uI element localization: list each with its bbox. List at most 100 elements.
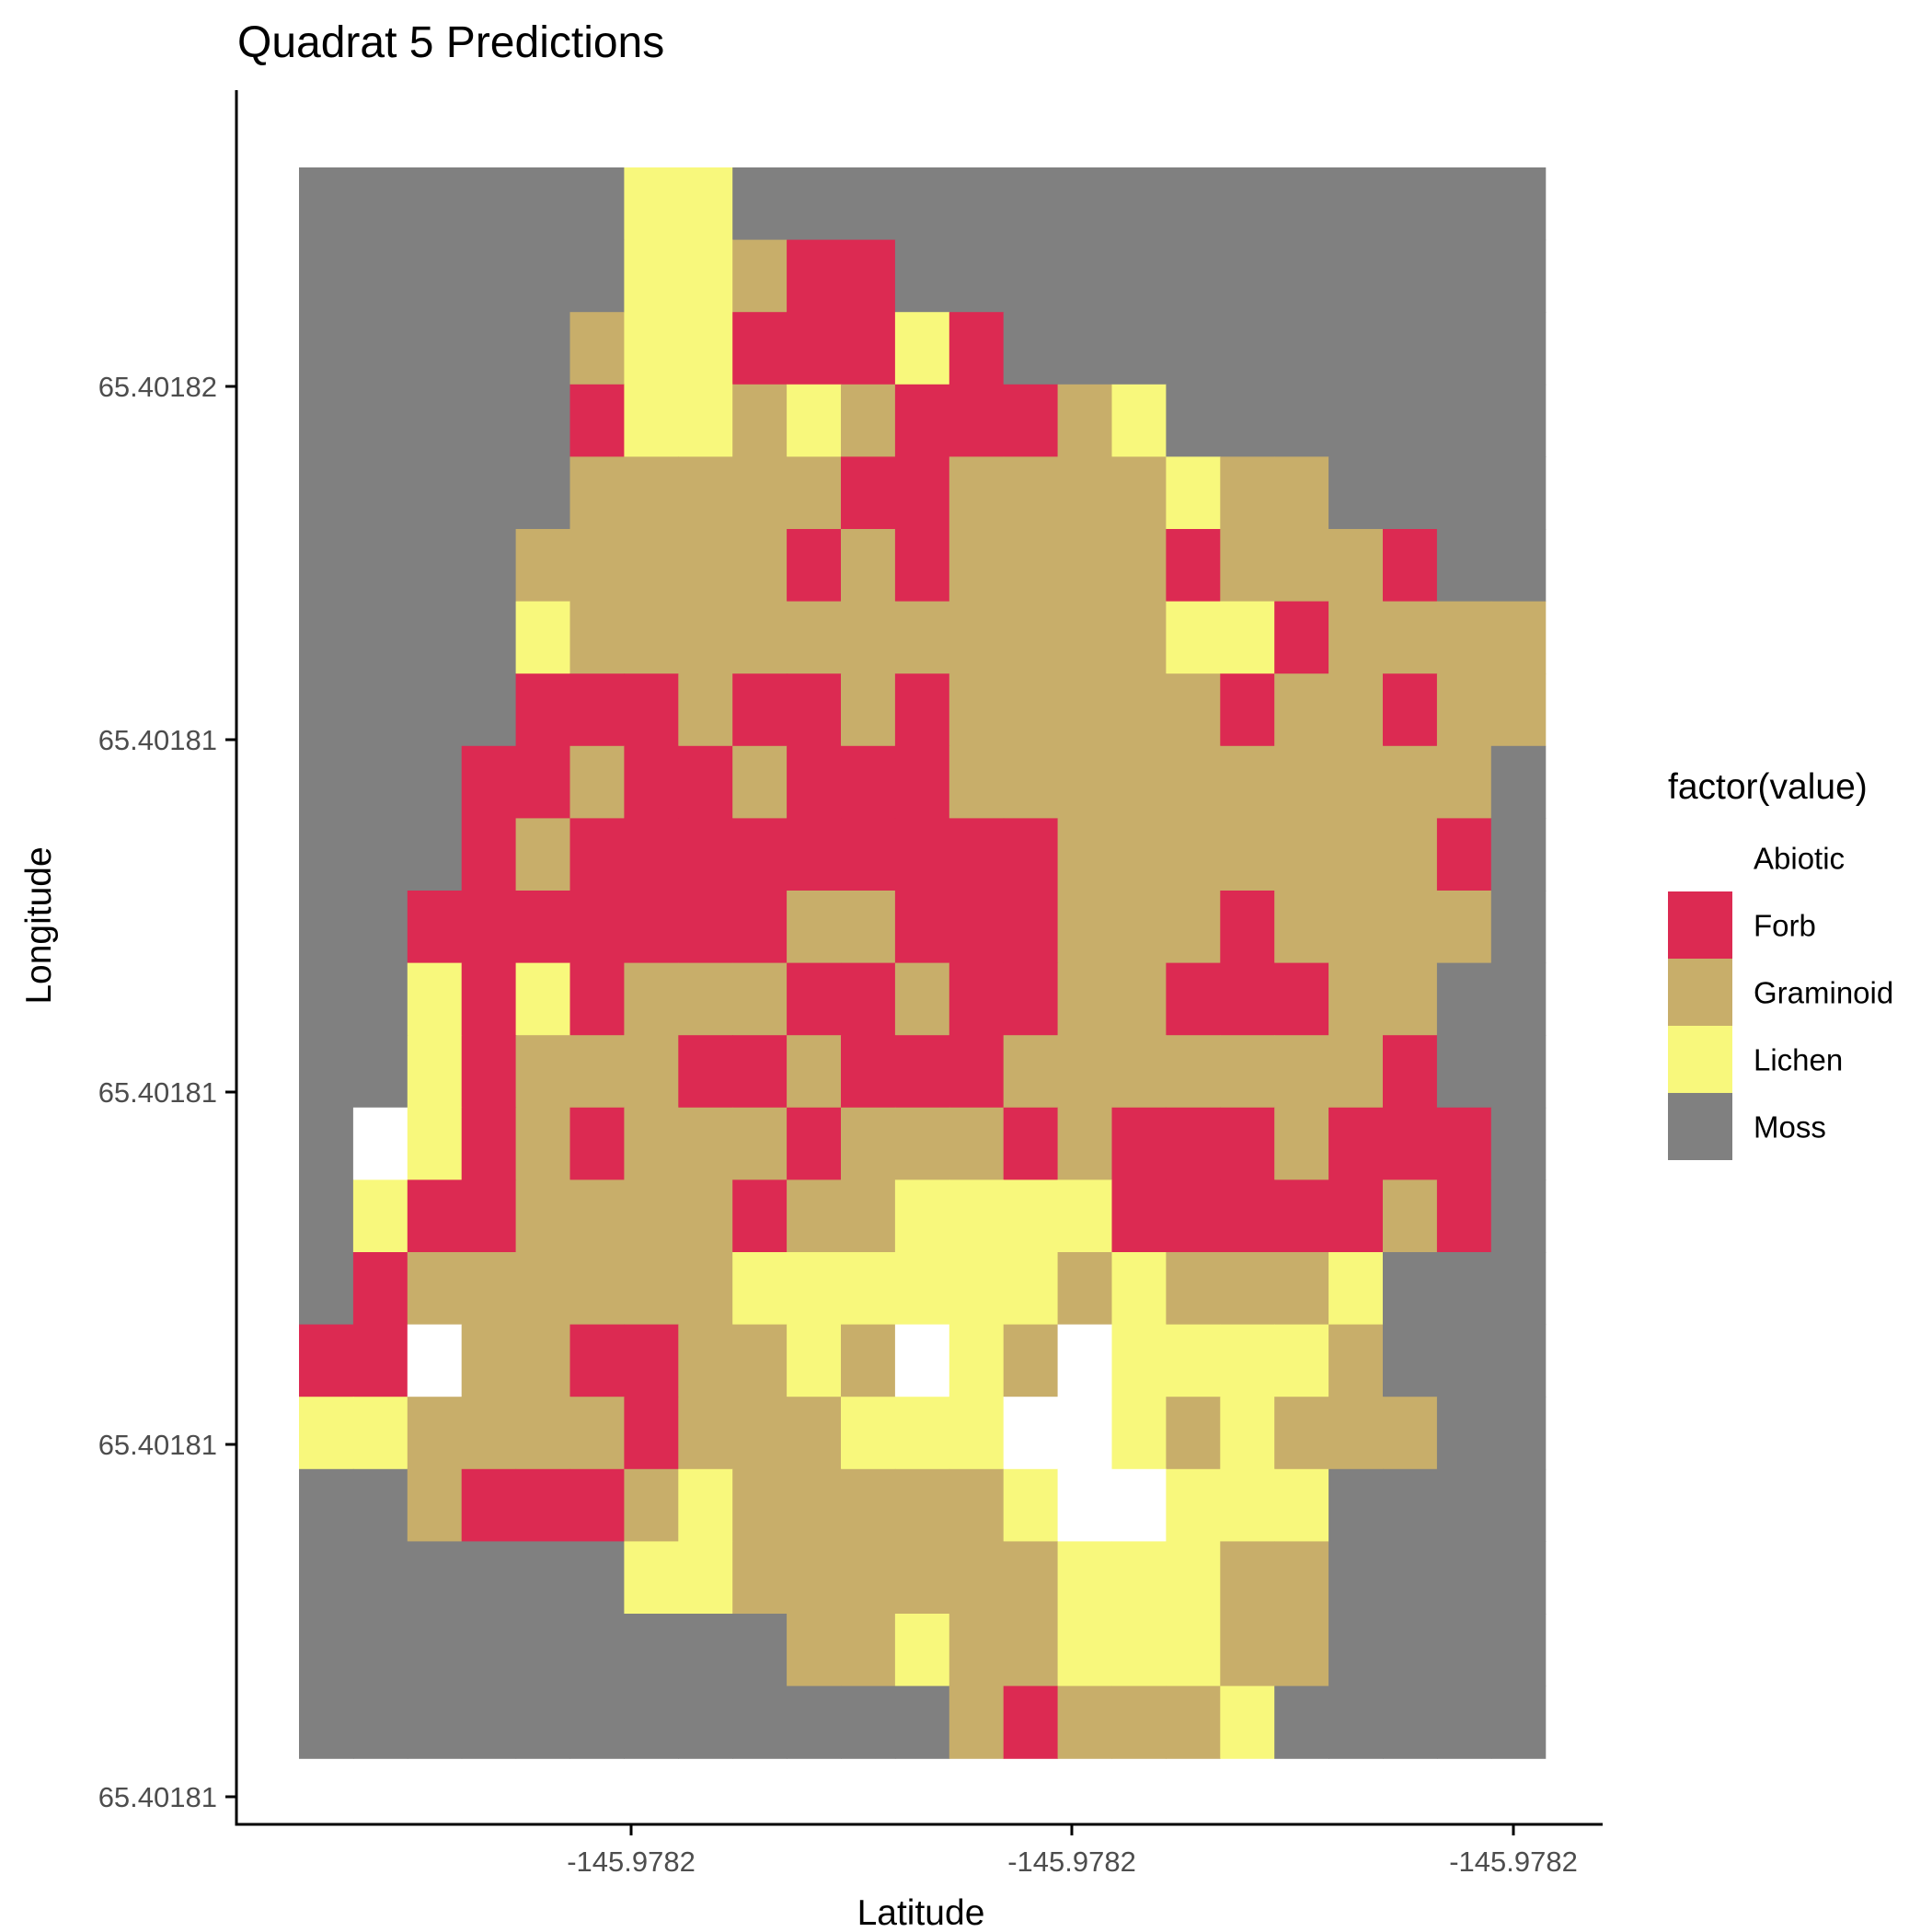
heatmap-cell-moss: [407, 601, 463, 674]
heatmap-cell-moss: [1436, 1397, 1492, 1470]
heatmap-cell-forb: [1220, 962, 1275, 1036]
heatmap-cell-lichen: [1220, 1324, 1275, 1397]
heatmap-cell-forb: [515, 745, 571, 819]
heatmap-cell-moss: [1111, 167, 1167, 241]
heatmap-cell-lichen: [624, 1541, 679, 1615]
heatmap-cell-moss: [515, 1541, 571, 1615]
heatmap-cell-graminoid: [1057, 962, 1113, 1036]
heatmap-cell-moss: [1436, 1324, 1492, 1397]
heatmap-cell-lichen: [1328, 1252, 1384, 1326]
heatmap-cell-forb: [678, 818, 733, 891]
heatmap-cell-lichen: [624, 167, 679, 241]
heatmap-cell-graminoid: [787, 891, 842, 964]
heatmap-cell-lichen: [894, 1179, 950, 1253]
heatmap-cell-moss: [352, 1614, 408, 1687]
heatmap-cell-graminoid: [894, 1468, 950, 1542]
heatmap-cell-abiotic: [894, 1324, 950, 1397]
heatmap-cell-moss: [1490, 384, 1547, 457]
heatmap-cell-forb: [407, 1179, 463, 1253]
heatmap-cell-moss: [461, 1685, 517, 1759]
heatmap-cell-forb: [732, 891, 788, 964]
heatmap-cell-graminoid: [461, 1252, 517, 1326]
heatmap-cell-lichen: [678, 312, 733, 385]
heatmap-cell-forb: [624, 891, 679, 964]
heatmap-cell-graminoid: [1057, 745, 1113, 819]
heatmap-cell-moss: [407, 673, 463, 747]
heatmap-cell-moss: [1490, 529, 1547, 603]
y-tick-label: 65.40181: [98, 1076, 217, 1109]
heatmap-cell-graminoid: [894, 962, 950, 1036]
heatmap-cell-graminoid: [841, 529, 896, 603]
heatmap-cell-graminoid: [678, 1107, 733, 1180]
heatmap-cell-graminoid: [1166, 673, 1221, 747]
heatmap-cell-graminoid: [787, 601, 842, 674]
heatmap-cell-moss: [461, 529, 517, 603]
heatmap-cell-moss: [1220, 384, 1275, 457]
heatmap-cell-graminoid: [1220, 1252, 1275, 1326]
heatmap-cell-graminoid: [1220, 1035, 1275, 1109]
heatmap-cell-forb: [1111, 1107, 1167, 1180]
heatmap-cell-abiotic: [407, 1324, 463, 1397]
x-axis-title: Latitude: [857, 1893, 985, 1932]
heatmap-cell-moss: [461, 1541, 517, 1615]
heatmap-cell-moss: [1003, 312, 1059, 385]
heatmap-cell-lichen: [407, 1107, 463, 1180]
heatmap-cell-lichen: [1111, 1614, 1167, 1687]
heatmap-cell-lichen: [1111, 1541, 1167, 1615]
heatmap-cell-forb: [1328, 1107, 1384, 1180]
heatmap-cell-moss: [407, 529, 463, 603]
heatmap-cell-moss: [1328, 312, 1384, 385]
heatmap-cell-graminoid: [1490, 601, 1547, 674]
heatmap-cell-graminoid: [1166, 1685, 1221, 1759]
heatmap-cell-moss: [299, 962, 354, 1036]
heatmap-cell-graminoid: [1220, 529, 1275, 603]
heatmap-cell-forb: [841, 456, 896, 530]
heatmap-cell-forb: [624, 818, 679, 891]
heatmap-cell-graminoid: [624, 1252, 679, 1326]
heatmap-cell-abiotic: [1057, 1468, 1113, 1542]
heatmap-cell-moss: [352, 1685, 408, 1759]
heatmap-cell-graminoid: [1003, 1035, 1059, 1109]
heatmap-cell-graminoid: [732, 1324, 788, 1397]
heatmap-cell-moss: [407, 818, 463, 891]
heatmap-cell-moss: [352, 529, 408, 603]
heatmap-cell-lichen: [407, 1035, 463, 1109]
heatmap-cell-forb: [949, 1035, 1005, 1109]
heatmap-cell-moss: [787, 167, 842, 241]
heatmap-cell-moss: [299, 167, 354, 241]
heatmap-cell-graminoid: [1057, 1035, 1113, 1109]
heatmap-cell-moss: [1436, 1685, 1492, 1759]
heatmap-cell-forb: [841, 962, 896, 1036]
heatmap-cell-graminoid: [1383, 1397, 1438, 1470]
heatmap-cell-moss: [352, 673, 408, 747]
heatmap-cell-lichen: [1220, 601, 1275, 674]
axis-ticks: 65.40182 65.40181 65.40181 65.40181 65.40181…: [98, 371, 1578, 1878]
heatmap-cell-forb: [461, 891, 517, 964]
heatmap-cell-graminoid: [1111, 673, 1167, 747]
heatmap-cell-moss: [299, 1468, 354, 1542]
heatmap-cell-moss: [299, 1685, 354, 1759]
heatmap-cell-moss: [1057, 239, 1113, 313]
heatmap-cell-forb: [1220, 1107, 1275, 1180]
heatmap-cell-graminoid: [624, 456, 679, 530]
heatmap-cell-moss: [1383, 384, 1438, 457]
heatmap-cell-graminoid: [624, 1035, 679, 1109]
heatmap-cell-graminoid: [569, 745, 625, 819]
heatmap-cell-moss: [1383, 1252, 1438, 1326]
heatmap-cell-moss: [299, 891, 354, 964]
heatmap-cell-graminoid: [624, 601, 679, 674]
heatmap-cell-forb: [461, 1468, 517, 1542]
heatmap-cell-forb: [1166, 962, 1221, 1036]
heatmap-cell-graminoid: [515, 1107, 571, 1180]
heatmap-cell-graminoid: [678, 962, 733, 1036]
y-tick-label: 65.40181: [98, 724, 217, 756]
heatmap-cell-graminoid: [678, 1252, 733, 1326]
heatmap-cell-moss: [1490, 962, 1547, 1036]
heatmap-cell-graminoid: [678, 1324, 733, 1397]
heatmap-cell-moss: [299, 529, 354, 603]
heatmap-cell-abiotic: [1003, 1397, 1059, 1470]
heatmap-cell-graminoid: [841, 1541, 896, 1615]
heatmap-cell-graminoid: [894, 601, 950, 674]
heatmap-cell-lichen: [787, 1324, 842, 1397]
heatmap-cell-graminoid: [949, 529, 1005, 603]
